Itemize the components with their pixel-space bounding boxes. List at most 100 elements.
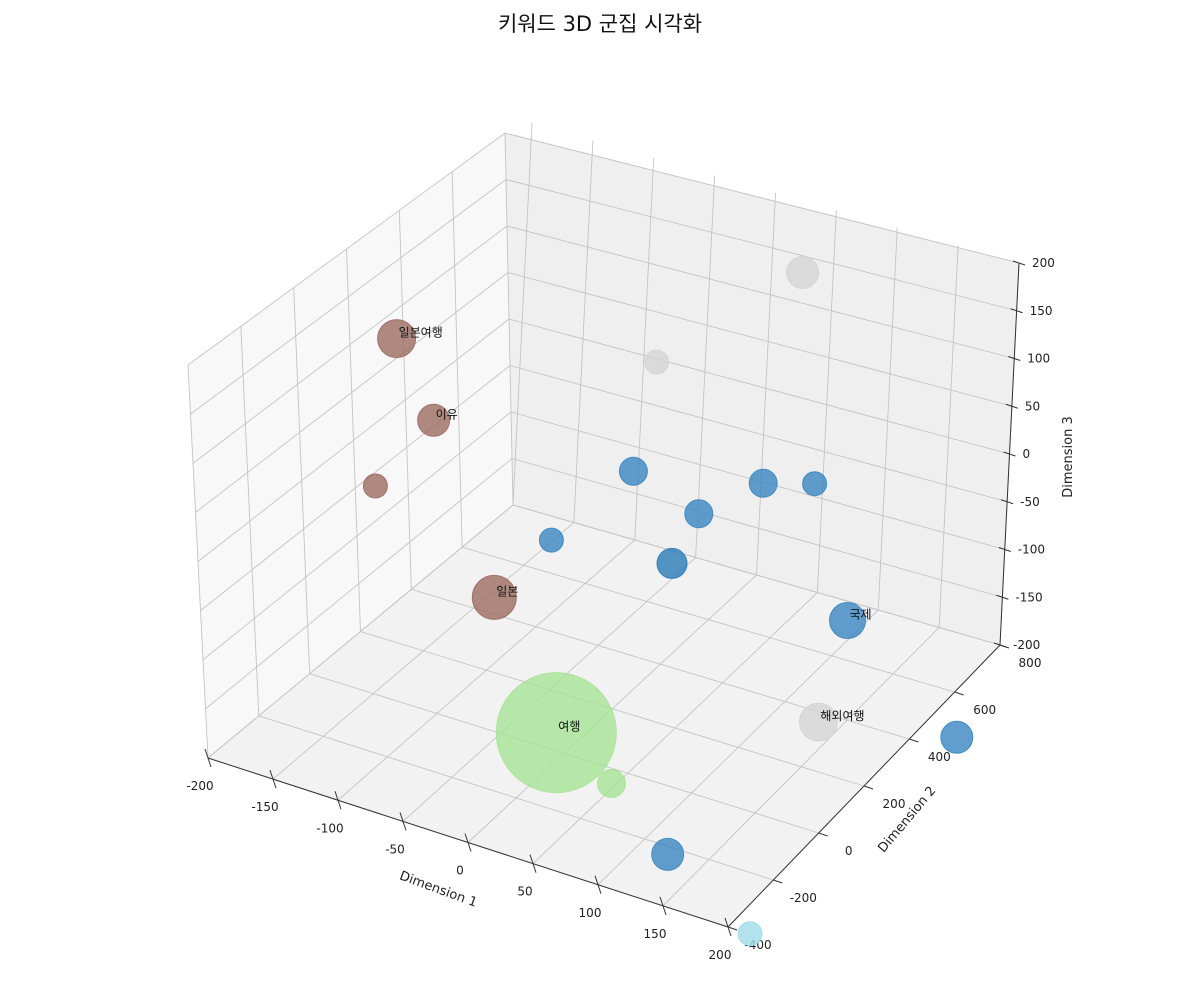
z-tick-mark	[996, 594, 1009, 600]
left-pane	[188, 133, 513, 758]
z-tick-mark	[1000, 499, 1014, 505]
x-grid-back	[816, 210, 837, 593]
tick-labels: -200-150-100-50050100150200-400-20002004…	[186, 256, 1055, 962]
point-label: 해외여행	[820, 708, 864, 723]
z-grid-left	[202, 411, 512, 661]
data-point	[651, 837, 685, 871]
z-grid-back	[505, 179, 1017, 312]
z-grid-back	[512, 504, 1001, 646]
y-tick-mark	[863, 785, 874, 790]
x-tick-mark	[464, 833, 472, 852]
z-tick-mark	[1010, 308, 1023, 314]
z-tick-mark	[993, 642, 1007, 648]
x-tick-mark	[594, 875, 602, 894]
data-point	[618, 456, 648, 486]
data-point	[362, 473, 388, 499]
data-point	[538, 527, 564, 553]
data-point	[684, 499, 714, 529]
point-label: 이유	[436, 407, 458, 421]
x-tick-mark	[659, 896, 667, 916]
point-label: 여행	[558, 719, 580, 734]
y-tick-mark	[909, 738, 919, 743]
y-tick-mark	[954, 691, 964, 696]
x-grid-back	[573, 140, 594, 523]
data-point	[417, 403, 451, 437]
y-tick-mark	[727, 926, 738, 931]
y-tick-label: 400	[928, 750, 951, 764]
data-point	[495, 672, 617, 794]
x-tick-label: 50	[517, 885, 532, 899]
x-grid-back	[938, 245, 959, 628]
x-tick-mark	[399, 812, 407, 831]
x-tick-label: -200	[186, 779, 213, 793]
z-tick-label: -200	[1013, 638, 1040, 652]
z-grid-back	[511, 458, 1003, 598]
data-point	[802, 471, 828, 497]
point-label: 국제	[850, 608, 872, 622]
x-tick-mark	[334, 791, 342, 810]
x-tick-label: -50	[385, 842, 405, 856]
z-tick-label: 150	[1030, 304, 1053, 318]
y-grid-floor	[462, 546, 955, 693]
z-tick-label: 200	[1032, 256, 1055, 270]
data-point	[786, 256, 820, 289]
y-tick-label: 600	[973, 703, 996, 717]
data-point	[377, 319, 417, 359]
z-grid-back	[507, 272, 1012, 407]
data-point	[471, 574, 517, 620]
y-axis-label: Dimension 2	[875, 784, 939, 856]
z-tick-mark	[998, 547, 1011, 552]
x-tick-label: 150	[644, 927, 667, 941]
x-tick-label: -100	[316, 821, 343, 835]
z-grid-back	[508, 318, 1010, 455]
z-tick-mark	[1012, 260, 1026, 266]
y-tick-label: 0	[845, 844, 853, 858]
z-tick-mark	[1005, 403, 1019, 409]
z-tick-label: -50	[1020, 495, 1040, 509]
z-grid-left	[207, 504, 514, 759]
data-points	[362, 256, 974, 947]
z-grid-left	[197, 318, 510, 562]
y-tick-mark	[818, 832, 828, 837]
y-tick-label: 800	[1019, 656, 1042, 670]
y-tick-mark	[773, 879, 783, 884]
z-grid-left	[195, 272, 509, 513]
point-label: 일본여행	[399, 325, 443, 340]
back-pane	[505, 133, 1019, 645]
z-tick-mark	[1003, 451, 1016, 457]
x-tick-mark	[269, 769, 277, 789]
x-tick-mark	[529, 854, 537, 873]
data-point	[644, 349, 670, 375]
x-grid-back	[877, 227, 898, 611]
z-tick-label: -150	[1015, 590, 1042, 604]
x-grid-back	[512, 122, 533, 506]
z-tick-mark	[1008, 356, 1021, 361]
z-grid-back	[506, 225, 1015, 359]
data-point	[940, 720, 974, 754]
x-tick-label: 0	[456, 864, 464, 878]
z-grid-left	[205, 458, 513, 710]
z-grid-left	[200, 365, 511, 611]
z-tick-label: -100	[1018, 543, 1045, 557]
z-tick-label: 50	[1025, 399, 1040, 413]
x-grid-back	[695, 175, 716, 558]
y-grid-floor	[360, 631, 865, 787]
y-grid-floor	[258, 715, 774, 881]
x-tick-mark	[204, 748, 212, 768]
z-grid-back	[504, 132, 1020, 264]
x-grid-back	[756, 192, 776, 576]
x-tick-label: -150	[251, 800, 278, 814]
data-point	[829, 602, 866, 639]
point-label: 일본	[496, 584, 518, 598]
z-grid-left	[187, 132, 506, 366]
data-point	[737, 921, 763, 947]
data-point	[597, 769, 626, 798]
x-axis-label: Dimension 1	[397, 869, 479, 911]
z-axis-label: Dimension 3	[1061, 416, 1076, 498]
y-tick-label: -200	[790, 891, 817, 905]
data-point	[748, 468, 778, 498]
z-tick-label: 100	[1027, 352, 1050, 366]
data-point	[798, 702, 838, 742]
